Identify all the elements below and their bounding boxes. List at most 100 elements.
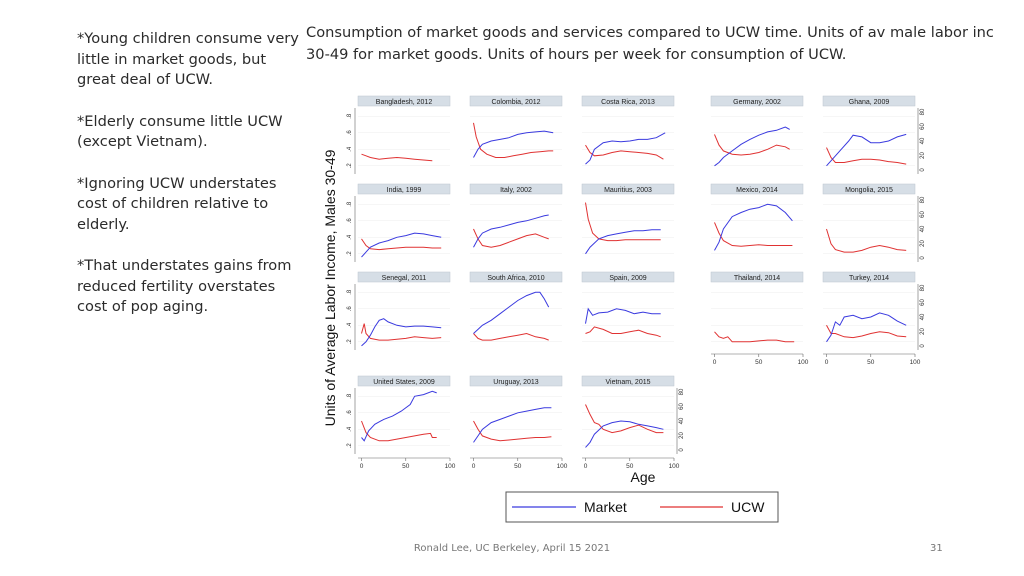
x-tick-label: 100 [445,463,456,470]
ucw-line [473,228,549,248]
panel: Germany, 2002 [710,95,804,167]
panel-title: Colombia, 2012 [491,99,540,106]
right-tick-label: 20 [920,240,926,247]
right-tick-label: 0 [920,344,926,348]
market-line [473,214,549,248]
ucw-line [361,153,433,162]
panel: Thailand, 2014 [710,271,804,343]
panel-title: Germany, 2002 [733,99,781,106]
right-tick-label: 20 [679,432,685,439]
y-axis-title: Units of Average Labor Income, Males 30-… [322,149,338,426]
x-tick-label: 100 [798,359,809,366]
panel-title: Senegal, 2011 [382,275,427,282]
right-tick-label: 40 [920,313,926,320]
ucw-line [473,332,549,341]
right-tick-label: 40 [920,225,926,232]
bullet-list: *Young children consume very little in m… [77,29,302,339]
panel: Colombia, 2012 [469,95,563,167]
panel: Spain, 2009 [581,271,675,343]
left-tick-label: .2 [347,339,353,345]
x-tick-label: 50 [514,463,522,470]
panel-header [710,95,804,107]
market-line [826,312,907,343]
x-tick-label: 0 [584,463,588,470]
panel-title: Mauritius, 2003 [604,187,652,194]
ucw-line [361,420,437,442]
panel-title: Uruguay, 2013 [493,379,539,386]
x-tick-label: 100 [910,359,921,366]
panel-header [581,183,675,195]
panel-title: South Africa, 2010 [487,275,544,282]
left-tick-label: .6 [347,410,353,416]
ucw-line [361,323,442,341]
right-tick-label: 60 [920,299,926,306]
panel-title: Costa Rica, 2013 [601,99,655,106]
market-line [361,232,442,258]
right-tick-label: 20 [920,152,926,159]
panel-header [357,95,451,107]
right-tick-label: 80 [920,108,926,115]
right-tick-label: 0 [920,168,926,172]
ucw-line [473,122,554,158]
panel-header [710,183,804,195]
panel: Mongolia, 2015 0 20 40 60 80 [822,183,926,262]
ucw-line [361,238,442,251]
panel-header [581,375,675,387]
panel: Vietnam, 2015 0 20 40 60 80 [581,375,685,454]
right-tick-label: 60 [679,403,685,410]
x-tick-label: 100 [669,463,680,470]
left-tick-label: .4 [347,234,353,240]
left-tick-label: .4 [347,322,353,328]
x-tick-label: 50 [626,463,634,470]
panel-title: Mongolia, 2015 [845,187,893,194]
panel: India, 1999 .2 .4 .6 .8 [347,183,451,262]
right-tick-label: 40 [920,137,926,144]
panel-title: Thailand, 2014 [734,275,780,282]
panel: Mauritius, 2003 [581,183,675,255]
x-axis: 0 50 100 [582,457,680,470]
panel-header [710,271,804,283]
page-number: 31 [930,543,943,554]
panel-title: Italy, 2002 [500,187,532,194]
x-tick-label: 0 [825,359,829,366]
right-tick-label: 80 [920,196,926,203]
panel-header [469,183,563,195]
market-line [361,318,442,347]
x-axis: 0 50 100 [823,353,921,366]
market-line [585,132,666,165]
panel: South Africa, 2010 [469,271,563,343]
right-tick-label: 0 [679,448,685,452]
ucw-line [585,404,664,434]
bullet-3: *Ignoring UCW understates cost of childr… [77,174,277,233]
ucw-line [826,147,907,165]
market-line [585,307,661,324]
ucw-line [585,326,661,338]
x-tick-label: 100 [557,463,568,470]
market-line [585,420,664,448]
panel: Senegal, 2011 .2 .4 .6 .8 [347,271,451,350]
panel-header [581,271,675,283]
panel-header [822,95,916,107]
left-tick-label: .6 [347,306,353,312]
x-tick-label: 50 [755,359,763,366]
panel-title: Spain, 2009 [609,275,646,282]
x-axis: 0 50 100 [358,457,456,470]
left-tick-label: .8 [347,393,353,399]
right-tick-label: 80 [920,284,926,291]
x-axis: 0 50 100 [470,457,568,470]
right-tick-label: 40 [679,417,685,424]
footer-credit: Ronald Lee, UC Berkeley, April 15 2021 [413,543,611,554]
panel: Mexico, 2014 [710,183,804,255]
legend: Market UCW [505,491,779,523]
panel-header [357,271,451,283]
market-line [473,130,554,158]
bullet-2: *Elderly consume little UCW (except Viet… [77,112,283,151]
x-tick-label: 0 [472,463,476,470]
left-tick-label: .8 [347,201,353,207]
small-multiples-chart: Units of Average Labor Income, Males 30-… [322,95,926,523]
market-line [714,126,790,167]
market-line [361,390,437,442]
market-line [714,203,793,251]
panel-title: Turkey, 2014 [849,275,889,282]
ucw-line [585,144,664,160]
